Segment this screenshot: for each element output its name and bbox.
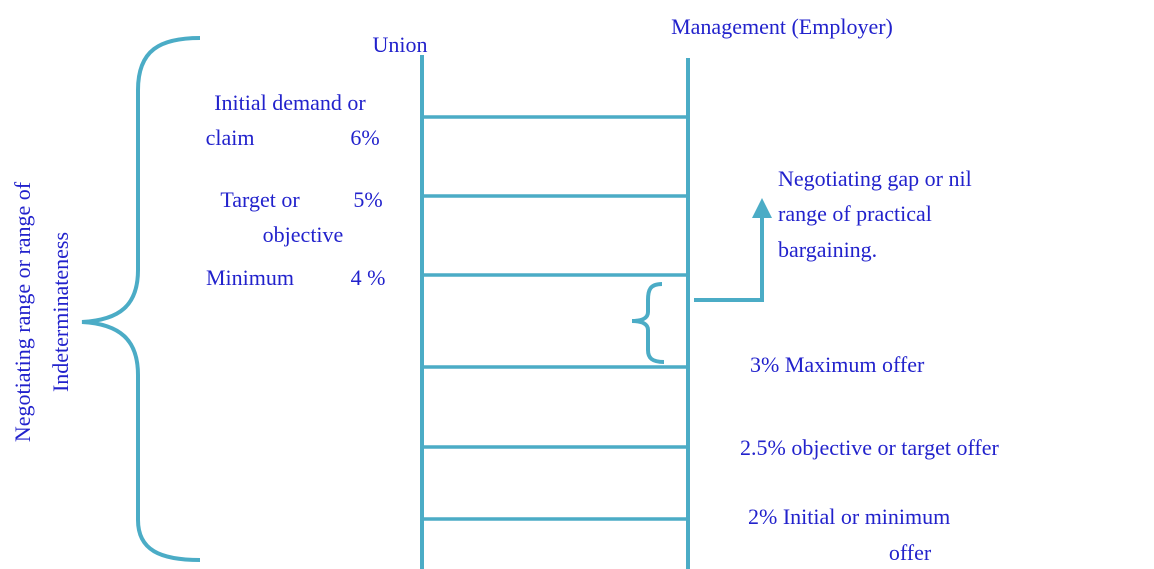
management-level-label: 2.5% objective or target offer <box>740 435 999 460</box>
union-level-label: claim <box>206 125 255 150</box>
union-header: Union <box>373 32 428 57</box>
union-level-label: Target or <box>220 187 300 212</box>
management-header: Management (Employer) <box>671 14 893 39</box>
range-label: Indeterminateness <box>48 232 73 392</box>
gap-label: range of practical <box>778 201 932 226</box>
union-level-value: 6% <box>350 125 379 150</box>
gap-arrow <box>694 214 764 302</box>
gap-brace <box>631 282 665 364</box>
union-level-label: Minimum <box>206 265 294 290</box>
arrow-head <box>752 198 772 218</box>
gap-label: bargaining. <box>778 237 877 262</box>
management-level-label: 3% Maximum offer <box>750 352 925 377</box>
gap-label: Negotiating gap or nil <box>778 166 972 191</box>
union-level-value: 4 % <box>351 265 386 290</box>
union-level-label: Initial demand or <box>214 90 366 115</box>
range-brace <box>81 36 201 562</box>
management-level-label: 2% Initial or minimum <box>748 504 950 529</box>
union-level-value: 5% <box>353 187 382 212</box>
range-label: Negotiating range or range of <box>10 181 35 442</box>
rungs <box>422 115 688 521</box>
management-level-label: offer <box>889 540 932 565</box>
union-level-label: objective <box>263 222 344 247</box>
